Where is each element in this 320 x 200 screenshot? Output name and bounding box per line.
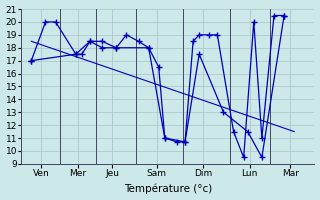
X-axis label: Température (°c): Température (°c) bbox=[124, 184, 212, 194]
